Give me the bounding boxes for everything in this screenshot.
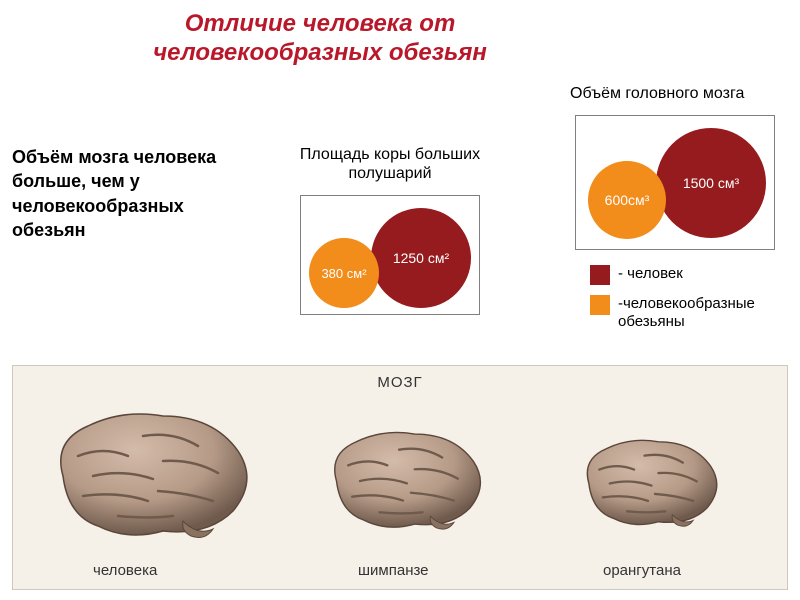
legend-ape-label: -человекообразные обезьяны <box>618 295 780 331</box>
chart2-large-label: 1500 см³ <box>683 175 739 191</box>
chart1-title: Площадь коры больших полушарий <box>280 145 500 183</box>
brain-human-icon <box>33 401 263 551</box>
brain-strip-heading: МОЗГ <box>377 374 422 391</box>
chart1-large-circle: 1250 см² <box>371 208 471 308</box>
chart2-small-label: 600см³ <box>605 192 650 208</box>
brain-orangutan-icon <box>568 431 728 536</box>
legend-ape-swatch <box>590 295 610 315</box>
brain-orangutan-label: орангутана <box>603 562 681 579</box>
chart1-small-label: 380 см² <box>321 266 366 281</box>
chart2-title: Объём головного мозга <box>570 85 800 103</box>
chart1-large-label: 1250 см² <box>393 250 449 266</box>
main-title: Отличие человека от человекообразных обе… <box>90 10 550 68</box>
chart2-box: 1500 см³ 600см³ <box>575 115 775 250</box>
brain-chimp-icon <box>313 421 493 541</box>
side-text: Объём мозга человека больше, чем у челов… <box>12 145 232 242</box>
brain-chimp-label: шимпанзе <box>358 562 429 579</box>
brain-human-label: человека <box>93 562 157 579</box>
brain-strip: МОЗГ человека шимпанзе <box>12 365 788 590</box>
chart2-large-circle: 1500 см³ <box>656 128 766 238</box>
chart2-small-circle: 600см³ <box>588 161 666 239</box>
legend-ape: -человекообразные обезьяны <box>590 295 780 331</box>
legend-human-swatch <box>590 265 610 285</box>
chart1-small-circle: 380 см² <box>309 238 379 308</box>
chart1-box: 1250 см² 380 см² <box>300 195 480 315</box>
legend-human: - человек <box>590 265 683 285</box>
legend-human-label: - человек <box>618 265 683 283</box>
